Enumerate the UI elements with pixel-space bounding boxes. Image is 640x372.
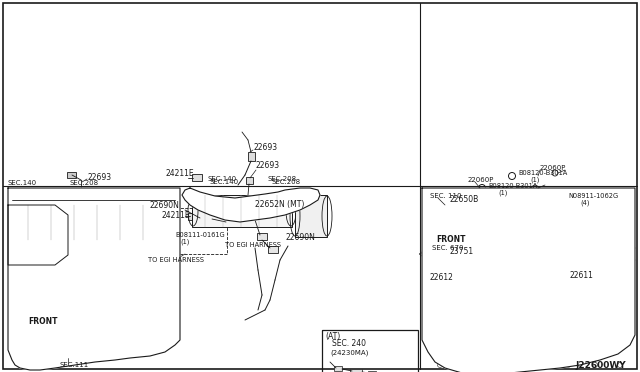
Text: FRONT: FRONT (28, 317, 58, 327)
Bar (12, 225, 30, 232)
Polygon shape (182, 188, 320, 222)
Text: 22060P: 22060P (540, 165, 566, 171)
Bar (257, 233, 267, 240)
Bar (67, 172, 76, 178)
Bar (167, 230, 171, 255)
Bar (192, 195, 292, 227)
Text: SEC.208: SEC.208 (268, 176, 297, 182)
Text: FRONT: FRONT (436, 235, 465, 244)
Text: (AT): (AT) (325, 331, 340, 340)
Text: 22693: 22693 (254, 144, 278, 153)
Text: SEC.111: SEC.111 (60, 362, 89, 368)
Bar (172, 230, 176, 255)
Text: (1): (1) (498, 190, 508, 196)
Bar (334, 366, 342, 371)
Text: SEC. 240: SEC. 240 (332, 340, 366, 349)
Text: B08120-B301A: B08120-B301A (518, 170, 567, 176)
Text: 22612: 22612 (430, 273, 454, 282)
Bar (224, 219, 232, 224)
Text: SEC. 670: SEC. 670 (432, 245, 463, 251)
Text: 22611: 22611 (570, 270, 594, 279)
Polygon shape (422, 188, 635, 372)
Bar (78, 195, 84, 204)
Bar (198, 215, 212, 223)
Text: 23751: 23751 (450, 247, 474, 257)
Bar (248, 152, 255, 161)
Polygon shape (8, 188, 180, 370)
Text: SEC.208: SEC.208 (70, 180, 99, 186)
Text: TO EGI HARNESS: TO EGI HARNESS (148, 257, 204, 263)
Bar (12, 235, 30, 242)
Text: B08111-0161G: B08111-0161G (175, 232, 225, 238)
Bar (192, 174, 202, 181)
Text: (1): (1) (530, 177, 540, 183)
Text: J22600WY: J22600WY (575, 360, 626, 369)
Text: (24230MA): (24230MA) (330, 350, 369, 356)
Bar (165, 235, 172, 242)
Bar (188, 213, 198, 220)
Bar (368, 371, 376, 372)
Text: SEC. 110: SEC. 110 (430, 193, 461, 199)
Bar (295, 195, 327, 237)
Bar (268, 246, 278, 253)
Polygon shape (8, 205, 68, 265)
Bar (540, 278, 598, 324)
Bar (322, 330, 418, 372)
Text: TO EGI HARNESS: TO EGI HARNESS (225, 242, 281, 248)
Bar (12, 245, 30, 252)
Text: 22060P: 22060P (468, 177, 494, 183)
Bar (350, 369, 362, 372)
Text: SEC.140: SEC.140 (8, 180, 37, 186)
Bar (145, 208, 227, 254)
Bar (248, 212, 262, 220)
Text: 22652N (MT): 22652N (MT) (255, 201, 305, 209)
Text: 24211E: 24211E (165, 170, 194, 179)
Text: SEC.208: SEC.208 (272, 179, 301, 185)
Text: B08120-B301A: B08120-B301A (488, 183, 537, 189)
Text: (1): (1) (180, 239, 189, 245)
Text: SEC.140: SEC.140 (208, 176, 237, 182)
Bar (58, 212, 173, 260)
Text: 22693: 22693 (255, 160, 279, 170)
Bar (448, 256, 470, 272)
Text: 22690N: 22690N (285, 234, 315, 243)
Text: 22690N: 22690N (150, 201, 180, 209)
Bar (428, 282, 456, 302)
Bar (246, 177, 253, 184)
Text: (4): (4) (580, 200, 589, 206)
Bar (162, 230, 166, 255)
Text: SEC.140: SEC.140 (210, 179, 239, 185)
Text: 22693: 22693 (87, 173, 111, 182)
Text: 22650B: 22650B (450, 196, 479, 205)
Text: 24211E: 24211E (162, 212, 191, 221)
Bar (15, 205, 173, 240)
Bar (12, 215, 30, 222)
Text: N08911-1062G: N08911-1062G (568, 193, 618, 199)
